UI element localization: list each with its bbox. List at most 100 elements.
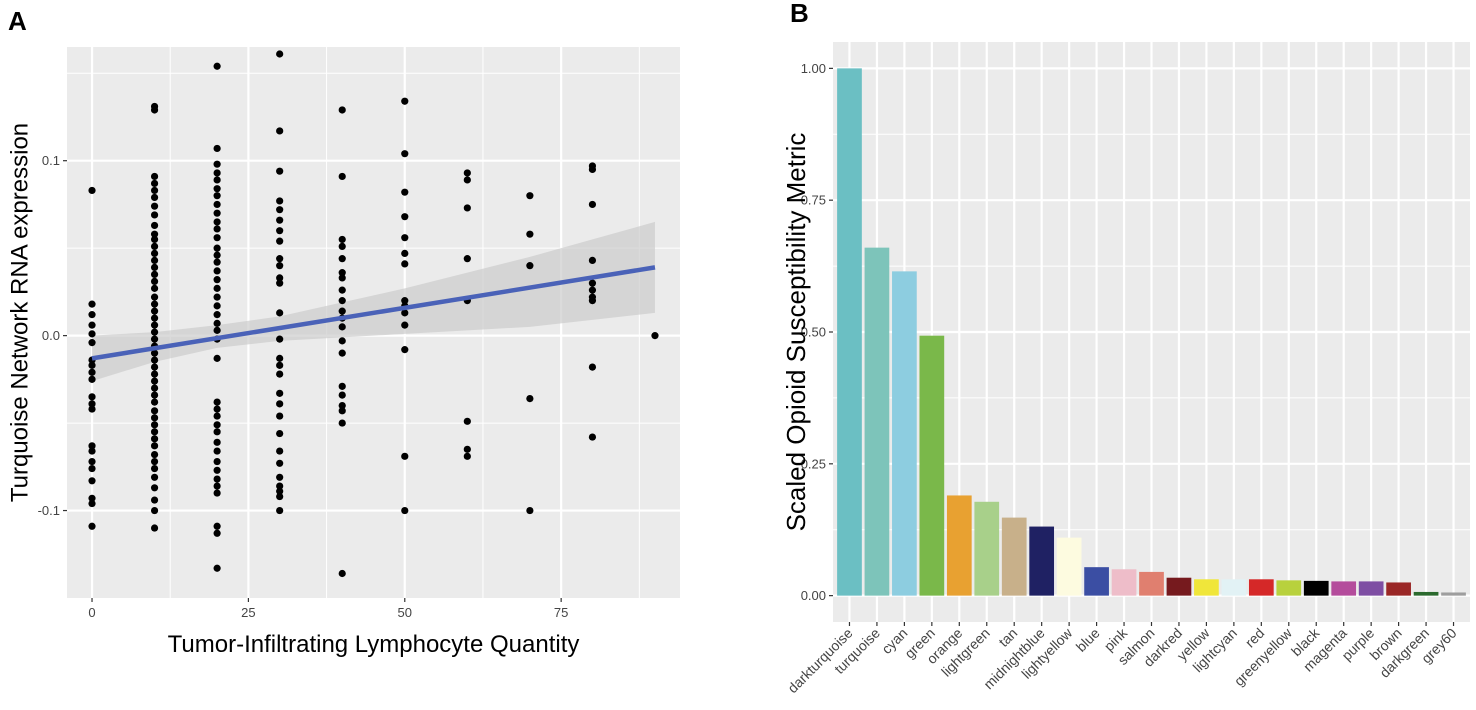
data-point [150,384,159,392]
data-point [276,389,284,397]
bar-brown [1386,582,1411,596]
data-point [213,354,221,362]
data-point [338,337,346,345]
data-point [276,206,284,214]
data-point [150,473,159,481]
bars [837,68,1466,596]
bar-blue [1084,567,1109,596]
data-point [213,276,221,284]
data-point [588,433,597,441]
data-point [276,354,284,362]
data-point [338,297,346,305]
data-point [88,405,96,413]
data-point [401,150,409,158]
data-point [338,382,346,390]
data-point [338,172,346,181]
scatter-y-axis-label: Turquoise Network RNA expression [6,123,33,502]
bar-darkred [1166,577,1192,596]
data-point [276,482,284,490]
data-point [88,393,96,401]
data-point [150,363,159,371]
data-point [213,311,221,319]
y-tick-label: 0.25 [801,456,826,471]
data-point [213,466,221,474]
data-point [338,391,346,399]
bar-turquoise [864,247,890,596]
data-point [213,62,221,70]
data-point [276,255,284,263]
y-tick-label: 0.00 [801,588,826,603]
data-point [588,297,597,305]
data-point [150,235,159,244]
data-point [338,407,346,415]
data-point [88,457,96,466]
data-point [276,309,284,317]
data-point [213,244,221,252]
data-point [276,50,284,58]
data-point [150,421,159,429]
data-point [276,237,284,245]
data-point [213,564,221,572]
data-point [276,361,284,369]
bar-chart: darkturquoiseturquoisecyangreenorangelig… [781,42,1470,696]
bar-grey60 [1441,592,1466,596]
data-point [88,442,96,450]
data-point [588,279,597,287]
data-point [88,186,96,195]
bar-midnightblue [1029,526,1055,596]
data-point [150,314,159,322]
data-point [463,204,471,212]
data-point [213,176,221,184]
data-point [401,506,409,515]
data-point [463,417,471,425]
data-point [150,435,159,443]
data-point [88,361,96,369]
data-point [88,339,96,347]
data-point [213,144,221,153]
data-point [213,447,221,455]
data-point [88,522,96,530]
data-point [276,197,284,205]
data-point [88,311,96,319]
data-point [150,377,159,385]
data-point [150,284,159,292]
data-point [213,185,221,193]
data-point [150,356,159,364]
panel-a-label: A [8,6,27,36]
data-point [588,256,597,265]
data-point [150,211,159,219]
data-point [150,242,159,251]
data-point [150,391,159,399]
data-point [213,284,221,292]
y-tick-label: 1.00 [801,61,826,76]
data-point [651,332,659,340]
x-tick-label: 75 [554,605,568,620]
data-point [88,477,96,485]
data-point [338,401,346,410]
data-point [276,127,284,135]
data-point [150,370,159,378]
data-point [150,293,159,301]
data-point [150,277,159,285]
bar-greenyellow [1276,580,1302,596]
data-point [401,234,409,242]
data-point [401,297,409,305]
x-tick-label: 0 [88,605,95,620]
data-point [88,375,96,383]
data-point [150,172,159,181]
data-point [150,506,159,515]
data-point [150,106,159,114]
data-point [276,492,284,501]
data-point [213,200,221,209]
data-point [213,398,221,406]
data-point [276,262,284,270]
bar-pink [1111,569,1137,596]
bar-y-axis-label: Scaled Opioid Susceptibility Metric [781,133,811,532]
data-point [338,274,346,282]
data-point [213,326,221,334]
data-point [150,524,159,532]
data-point [463,169,471,177]
bar-lightyellow [1056,537,1082,596]
data-point [213,258,221,266]
